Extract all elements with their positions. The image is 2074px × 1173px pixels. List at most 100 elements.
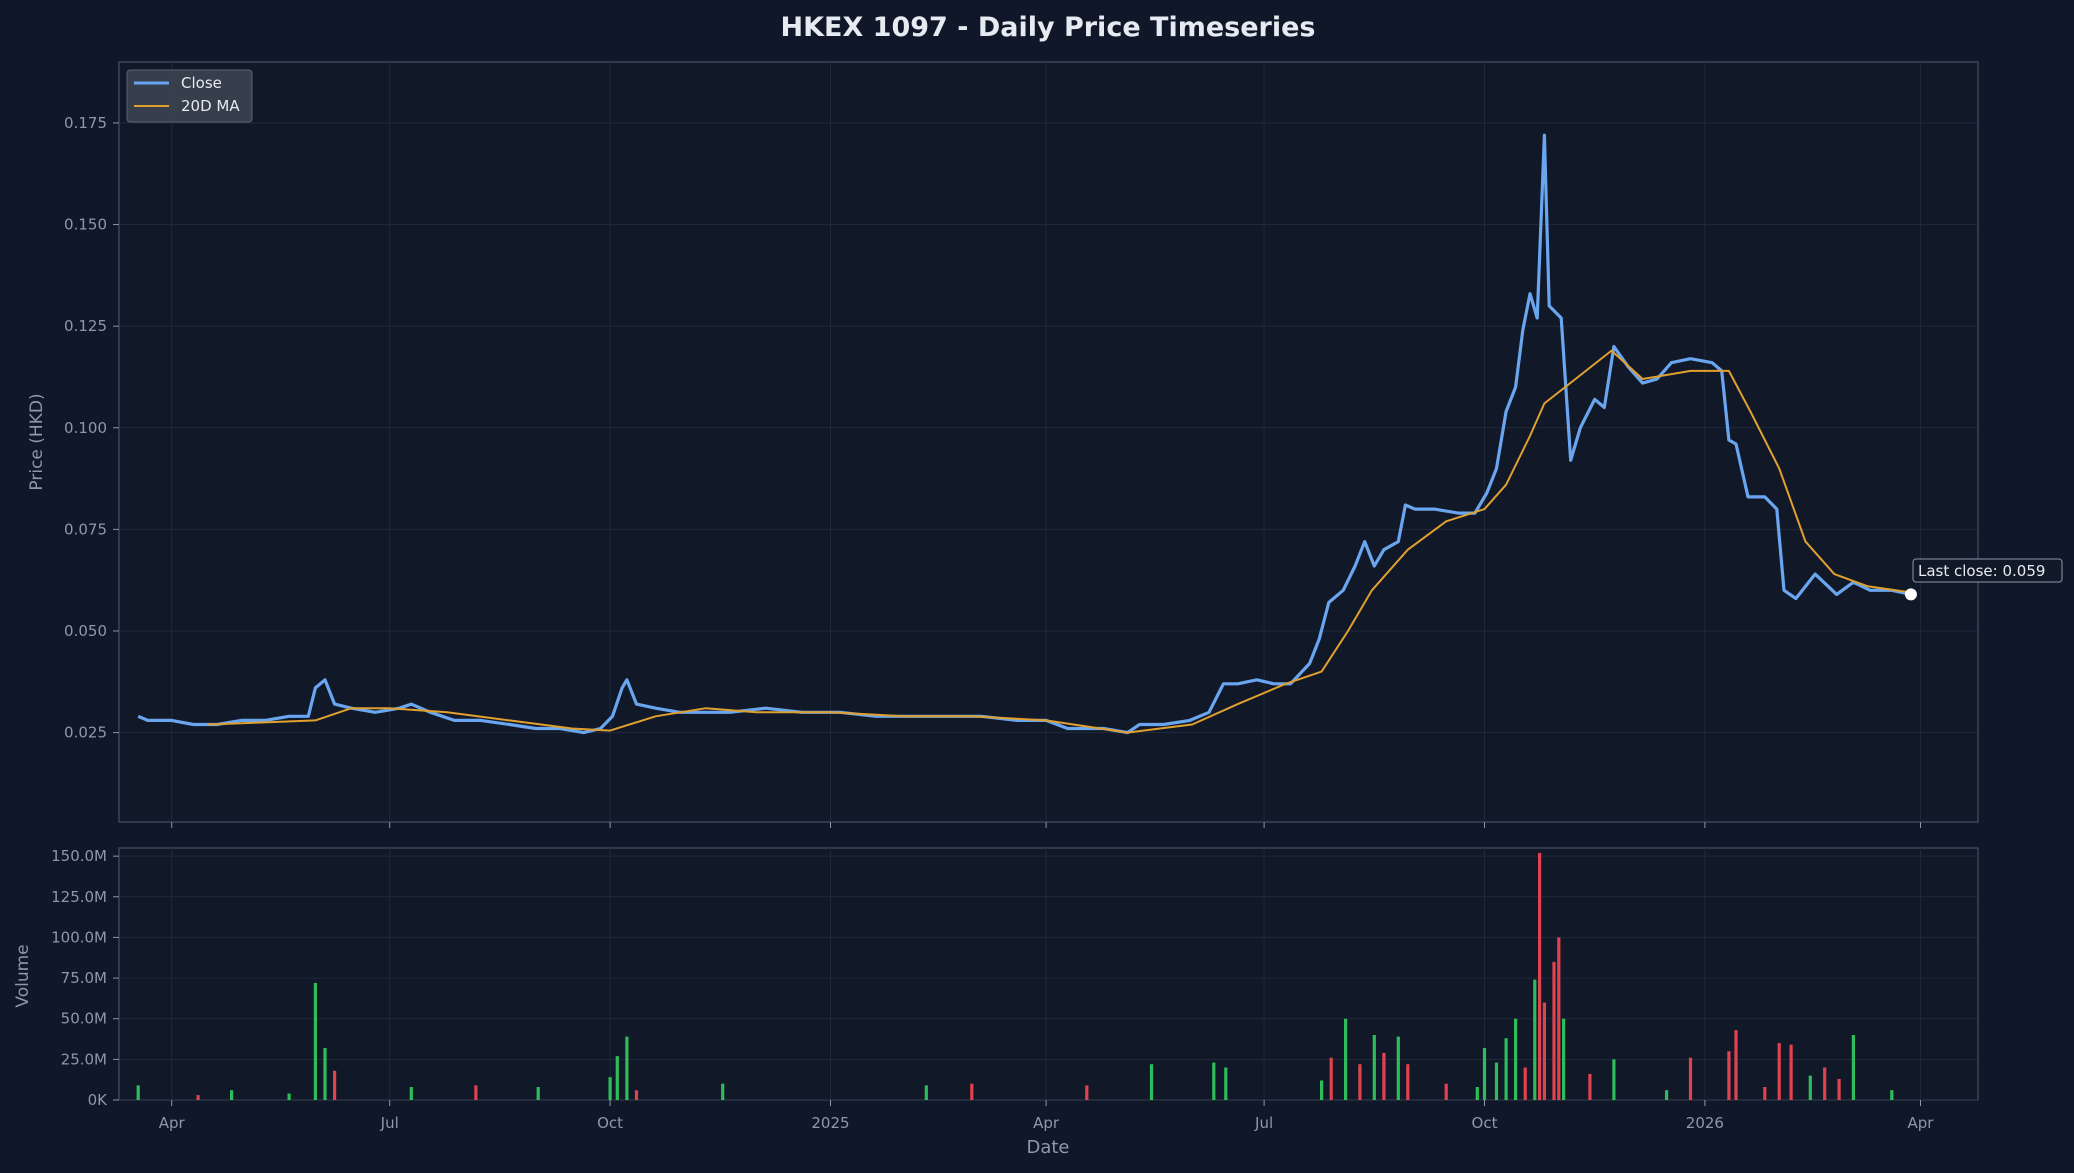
price-y-tick-label: 0.175 <box>64 114 107 132</box>
x-tick-label: Apr <box>1033 1114 1060 1132</box>
last-close-annotation: Last close: 0.059 <box>1904 558 2063 601</box>
volume-bar <box>924 1085 928 1100</box>
x-tick-label: 2025 <box>811 1114 849 1132</box>
volume-y-tick-label: 125.0M <box>51 888 107 906</box>
last-close-label: Last close: 0.059 <box>1918 562 2045 580</box>
volume-bar <box>1588 1074 1592 1100</box>
volume-bar <box>1552 961 1556 1100</box>
volume-bar <box>1789 1044 1793 1100</box>
volume-bar <box>1212 1062 1216 1100</box>
volume-bar <box>474 1085 478 1100</box>
volume-x-axis: Apr Jul Oct 2025 Apr Jul Oct 2026 Apr <box>159 1100 1935 1132</box>
price-panel <box>118 61 1979 823</box>
volume-bar <box>1382 1052 1386 1100</box>
volume-bar <box>1372 1035 1376 1100</box>
volume-bar <box>1344 1018 1348 1100</box>
price-series <box>137 133 1912 735</box>
chart-title: HKEX 1097 - Daily Price Timeseries <box>780 12 1315 43</box>
volume-bar <box>1406 1064 1410 1100</box>
legend: Close 20D MA <box>126 69 253 123</box>
volume-bar <box>1734 1030 1738 1100</box>
volume-bar <box>1504 1038 1508 1100</box>
volume-bar <box>323 1048 327 1100</box>
x-tick-label: 2026 <box>1686 1114 1724 1132</box>
last-close-box <box>1912 558 2063 583</box>
volume-y-tick-label: 75.0M <box>61 969 107 987</box>
volume-bar <box>1475 1087 1479 1100</box>
volume-bar <box>1444 1083 1448 1100</box>
volume-bar <box>1851 1035 1855 1100</box>
volume-y-tick-label: 25.0M <box>61 1050 107 1068</box>
price-y-tick-label: 0.050 <box>64 622 107 640</box>
volume-bar <box>536 1087 540 1100</box>
volume-bar <box>1727 1051 1731 1100</box>
volume-bar <box>608 1077 612 1100</box>
volume-panel <box>118 847 1979 1101</box>
x-tick-label: Oct <box>1472 1114 1498 1132</box>
volume-bar <box>970 1083 974 1100</box>
volume-bar <box>634 1090 639 1100</box>
volume-bar <box>625 1036 629 1100</box>
volume-grid <box>119 848 1978 1101</box>
volume-bar <box>1808 1075 1812 1100</box>
volume-bar <box>721 1083 725 1100</box>
volume-bar <box>196 1095 200 1100</box>
price-grid <box>119 62 1978 822</box>
volume-bar <box>1533 979 1537 1100</box>
legend-label-close: Close <box>181 74 222 92</box>
volume-bar <box>1777 1043 1781 1100</box>
volume-y-tick-label: 100.0M <box>51 928 107 946</box>
x-tick-label: Oct <box>597 1114 623 1132</box>
volume-bar <box>1823 1067 1827 1100</box>
price-y-tick-label: 0.075 <box>64 520 107 538</box>
volume-bar <box>1665 1090 1669 1100</box>
volume-bar <box>1542 1002 1546 1100</box>
volume-bar <box>409 1087 413 1100</box>
volume-bars <box>136 852 1894 1100</box>
volume-bar <box>1763 1087 1767 1100</box>
volume-bar <box>1837 1078 1841 1100</box>
price-y-tick-label: 0.150 <box>64 216 107 234</box>
ma-line <box>207 349 1912 734</box>
volume-bar <box>1523 1067 1527 1100</box>
volume-bar <box>136 1085 140 1100</box>
volume-bar <box>1396 1036 1400 1100</box>
price-y-tick-label: 0.125 <box>64 317 107 335</box>
volume-bar <box>1482 1048 1487 1100</box>
volume-bar <box>1149 1064 1154 1100</box>
volume-bar <box>1224 1067 1228 1100</box>
volume-bar <box>1494 1062 1499 1100</box>
volume-bar <box>1562 1018 1566 1100</box>
volume-bar <box>1538 852 1542 1100</box>
volume-bar <box>1612 1059 1616 1100</box>
x-tick-label: Jul <box>380 1114 399 1132</box>
volume-y-axis: 0K 25.0M 50.0M 75.0M 100.0M 125.0M 150.0M <box>51 847 119 1109</box>
volume-bar <box>1514 1018 1518 1100</box>
price-y-tick-label: 0.025 <box>64 724 107 742</box>
volume-bar <box>1557 937 1561 1100</box>
volume-bar <box>313 982 317 1100</box>
x-tick-label: Apr <box>1908 1114 1935 1132</box>
volume-bar <box>615 1056 619 1100</box>
price-y-tick-label: 0.100 <box>64 419 107 437</box>
x-tick-label: Jul <box>1254 1114 1273 1132</box>
volume-bar <box>1688 1057 1693 1100</box>
volume-y-tick-label: 0K <box>88 1091 109 1109</box>
volume-bar <box>1085 1085 1089 1100</box>
last-close-marker <box>1904 588 1917 601</box>
volume-y-tick-label: 50.0M <box>61 1010 107 1028</box>
x-axis-label: Date <box>1026 1137 1069 1158</box>
legend-label-ma: 20D MA <box>181 97 240 115</box>
volume-bar <box>1358 1064 1362 1100</box>
volume-bar <box>1890 1090 1894 1100</box>
x-tick-label: Apr <box>159 1114 186 1132</box>
volume-bar <box>230 1090 234 1100</box>
price-axis-label: Price (HKD) <box>27 393 47 490</box>
volume-bar <box>333 1070 337 1100</box>
volume-bar <box>1329 1057 1333 1100</box>
volume-bar <box>287 1093 291 1100</box>
volume-axis-label: Volume <box>13 944 33 1007</box>
volume-bar <box>1320 1080 1324 1100</box>
price-y-axis: 0.025 0.050 0.075 0.100 0.125 0.150 0.175 <box>64 114 119 742</box>
